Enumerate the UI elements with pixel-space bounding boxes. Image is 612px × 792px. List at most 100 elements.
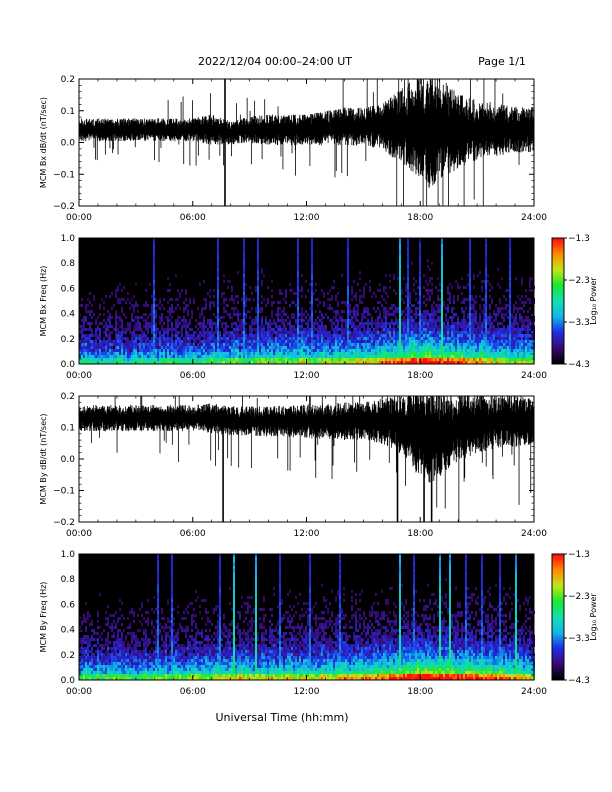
heatmap-cell — [185, 298, 187, 301]
heatmap-cell — [229, 340, 231, 343]
heatmap-cell — [475, 337, 477, 340]
colorbar-step — [552, 303, 564, 306]
heatmap-cell — [135, 337, 137, 340]
heatmap-cell — [223, 358, 225, 361]
heatmap-cell — [407, 298, 409, 301]
heatmap-cell — [141, 343, 143, 346]
heatmap-cell — [275, 361, 277, 364]
heatmap-cell — [121, 337, 123, 340]
heatmap-cell — [257, 238, 259, 241]
heatmap-cell — [209, 322, 211, 325]
heatmap-cell — [237, 301, 239, 304]
heatmap-cell — [217, 337, 219, 340]
heatmap-cell — [273, 349, 275, 352]
heatmap-cell — [91, 358, 93, 361]
heatmap-cell — [271, 334, 273, 337]
heatmap-cell — [485, 316, 487, 319]
heatmap-cell — [197, 346, 199, 349]
heatmap-cell — [185, 304, 187, 307]
heatmap-cell — [411, 349, 413, 352]
heatmap-cell — [239, 334, 241, 337]
heatmap-cell — [485, 358, 487, 361]
heatmap-cell — [117, 346, 119, 349]
heatmap-cell — [439, 349, 441, 352]
heatmap-cell — [517, 358, 519, 361]
heatmap-cell — [341, 310, 343, 313]
heatmap-cell — [145, 349, 147, 352]
heatmap-cell — [101, 322, 103, 325]
heatmap-cell — [261, 268, 263, 271]
heatmap-cell — [229, 298, 231, 301]
heatmap-cell — [391, 331, 393, 334]
heatmap-cell — [511, 331, 513, 334]
heatmap-cell — [347, 265, 349, 268]
heatmap-cell — [417, 325, 419, 328]
heatmap-cell — [257, 280, 259, 283]
heatmap-cell — [501, 307, 503, 310]
heatmap-cell — [197, 349, 199, 352]
heatmap-cell — [163, 334, 165, 337]
heatmap-cell — [409, 346, 411, 349]
heatmap-cell — [135, 358, 137, 361]
heatmap-cell — [251, 355, 253, 358]
heatmap-cell — [127, 340, 129, 343]
heatmap-cell — [347, 280, 349, 283]
heatmap-cell — [409, 313, 411, 316]
heatmap-cell — [185, 340, 187, 343]
heatmap-cell — [301, 331, 303, 334]
heatmap-cell — [529, 358, 531, 361]
heatmap-cell — [115, 677, 117, 680]
heatmap-cell — [485, 310, 487, 313]
heatmap-cell — [147, 337, 149, 340]
heatmap-cell — [153, 292, 155, 295]
heatmap-cell — [419, 319, 421, 322]
heatmap-cell — [429, 355, 431, 358]
heatmap-cell — [409, 310, 411, 313]
heatmap-cell — [409, 319, 411, 322]
heatmap-cell — [441, 250, 443, 253]
heatmap-cell — [97, 611, 99, 614]
heatmap-cell — [351, 310, 353, 313]
heatmap-cell — [421, 328, 423, 331]
heatmap-cell — [105, 668, 107, 671]
heatmap-cell — [253, 337, 255, 340]
heatmap-cell — [289, 343, 291, 346]
heatmap-cell — [357, 328, 359, 331]
heatmap-cell — [331, 286, 333, 289]
heatmap-cell — [83, 671, 85, 674]
heatmap-cell — [125, 316, 127, 319]
heatmap-cell — [349, 358, 351, 361]
heatmap-cell — [257, 262, 259, 265]
heatmap-cell — [361, 355, 363, 358]
heatmap-cell — [209, 334, 211, 337]
heatmap-cell — [501, 337, 503, 340]
heatmap-cell — [89, 656, 91, 659]
heatmap-cell — [169, 361, 171, 364]
heatmap-cell — [509, 253, 511, 256]
heatmap-cell — [457, 325, 459, 328]
heatmap-cell — [179, 349, 181, 352]
heatmap-cell — [409, 316, 411, 319]
heatmap-cell — [471, 352, 473, 355]
heatmap-cell — [85, 665, 87, 668]
heatmap-cell — [107, 617, 109, 620]
heatmap-cell — [233, 310, 235, 313]
heatmap-cell — [217, 355, 219, 358]
heatmap-cell — [279, 334, 281, 337]
heatmap-cell — [83, 340, 85, 343]
heatmap-cell — [185, 346, 187, 349]
heatmap-cell — [89, 334, 91, 337]
heatmap-cell — [505, 334, 507, 337]
heatmap-cell — [183, 346, 185, 349]
heatmap-cell — [401, 289, 403, 292]
heatmap-cell — [317, 322, 319, 325]
heatmap-cell — [83, 641, 85, 644]
heatmap-cell — [255, 334, 257, 337]
heatmap-cell — [297, 352, 299, 355]
heatmap-cell — [189, 340, 191, 343]
heatmap-cell — [97, 328, 99, 331]
heatmap-cell — [231, 316, 233, 319]
heatmap-cell — [433, 337, 435, 340]
heatmap-cell — [323, 316, 325, 319]
heatmap-cell — [527, 352, 529, 355]
